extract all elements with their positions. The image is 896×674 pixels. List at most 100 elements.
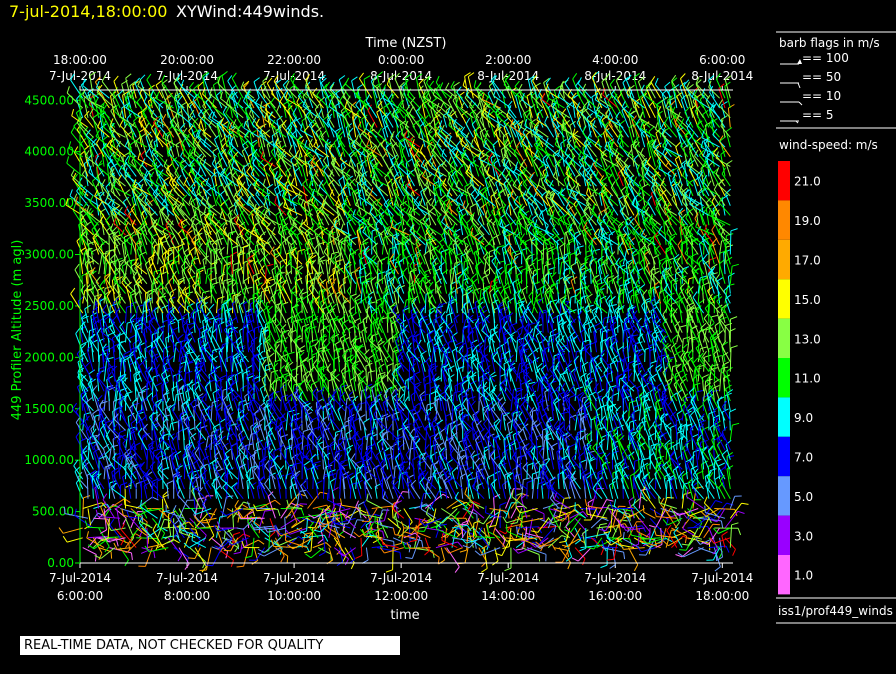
wind-barb-flag [136,244,143,251]
wind-barb-flag [241,503,249,509]
wind-barb-flag [112,452,117,459]
wind-barb-flag [81,185,87,193]
wind-barb-flag [74,263,80,271]
wind-barb [166,199,180,216]
wind-barb-flag [110,551,113,559]
wind-barb-flag [102,493,108,500]
wind-barb [104,276,110,294]
wind-barb [298,294,308,314]
wind-barb-flag [314,340,320,347]
wind-barb [86,349,94,372]
wind-barb [127,358,132,372]
wind-barb-flag [286,499,290,507]
wind-barb [99,412,110,431]
wind-barb-flag [101,538,109,542]
wind-barb-flag [126,113,132,120]
wind-barb-flag [263,199,267,207]
bottom-tick-date: 7-Jul-2014 [477,571,539,585]
wind-barb [82,547,97,555]
wind-barb [98,355,100,372]
wind-barb [120,529,137,548]
wind-barb-flag [373,513,381,517]
wind-barb [141,402,148,421]
wind-barb-flag [98,553,103,560]
wind-barb-flag [79,150,86,156]
wind-barb [176,480,185,499]
wind-barb-flag [222,221,228,228]
wind-barb-flag [223,531,226,539]
wind-barb-flag [137,361,144,368]
wind-barb [97,516,121,519]
wind-barb [325,347,335,363]
wind-barb-flag [72,172,77,180]
wind-barb-flag [82,445,88,452]
wind-barb [80,393,84,411]
wind-barb-flag [128,543,131,551]
wind-barb [112,235,121,255]
wind-barb [87,383,100,402]
wind-barb [127,466,137,480]
wind-barb-flag [93,233,99,240]
wind-barb [143,485,148,499]
wind-barb [88,171,105,187]
wind-barb [305,470,308,490]
wind-barb-flag [300,508,305,516]
wind-barb-flag [93,472,100,478]
wind-barb-flag [103,535,109,542]
wind-barb [133,120,143,138]
wind-barb-flag [81,168,87,175]
wind-barb [117,457,121,480]
wind-barb [234,219,244,236]
wind-barb-flag [220,472,226,479]
wind-barb [89,474,94,490]
wind-barb [157,328,159,343]
wind-barb-flag [97,371,102,378]
wind-barb [113,186,132,197]
wind-barb-flag [232,245,240,249]
wind-barb-flag [212,399,220,403]
y-axis-label: 449 Profiler Altitude (m agl) [10,240,25,421]
wind-barb [136,329,143,353]
wind-barb [360,534,371,548]
wind-barb [132,84,137,99]
wind-barb-flag [120,387,128,391]
wind-barb-flag [118,397,125,403]
wind-barb [312,320,319,343]
wind-barb [80,348,89,363]
wind-barb [79,155,89,177]
wind-barb [242,316,246,333]
wind-barb-flag [132,80,139,86]
wind-barb-flag [111,226,118,233]
wind-barb [123,467,132,480]
wind-barb-flag [246,165,252,173]
wind-barb [349,254,351,275]
wind-barb-flag [251,560,258,565]
wind-barb-flag [101,343,107,350]
wind-barb-flag [153,551,156,559]
wind-barb [82,450,94,470]
wind-barb [111,370,121,392]
wind-barb-flag [74,466,81,472]
wind-barb [85,134,100,148]
wind-barb [103,466,106,480]
wind-barb-flag [118,164,124,172]
wind-barb-flag [116,156,121,164]
wind-barb-flag [85,247,91,254]
wind-barb-flag [209,87,213,95]
wind-barb [81,236,94,255]
wind-barb-flag [109,166,113,174]
wind-barb [97,249,110,265]
wind-barb-flag [130,426,137,432]
wind-barb [291,253,303,265]
wind-barb [103,263,108,284]
wind-barb [125,458,127,480]
wind-barb [88,141,94,157]
wind-barb [342,530,356,539]
wind-barb [97,207,110,226]
wind-barb [115,410,121,431]
wind-barb-flag [231,72,237,79]
wind-barb-flag [259,265,265,272]
wind-barb [121,235,132,246]
wind-barb [108,306,111,323]
wind-barb [344,398,348,421]
